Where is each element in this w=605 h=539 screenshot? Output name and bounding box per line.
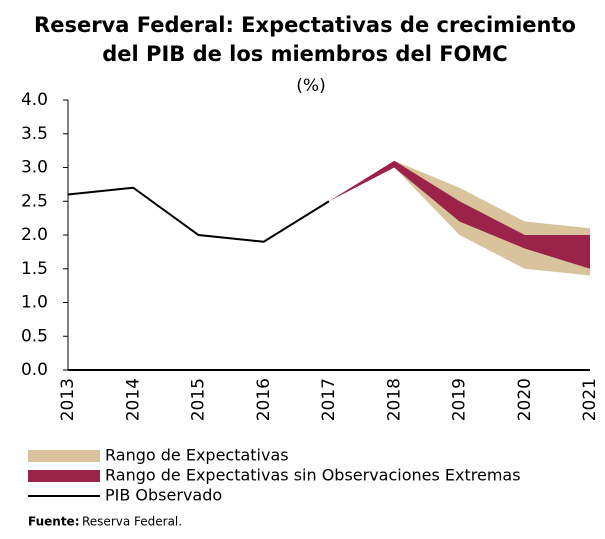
x-tick-label: 2013 [58,378,78,421]
source-text: Reserva Federal. [82,515,182,529]
x-tick-label: 2019 [450,378,470,421]
x-tick-label: 2014 [123,378,143,421]
x-tick-label: 2021 [580,378,600,421]
x-tick-label: 2018 [384,378,404,421]
legend-swatch [28,450,100,462]
x-tick-label: 2020 [515,378,535,421]
chart-title: del PIB de los miembros del FOMC [102,42,507,66]
y-tick-label: 1.0 [21,293,48,313]
range-area [329,160,590,269]
x-tick-label: 2016 [254,378,274,421]
legend-swatch [28,470,100,482]
x-tick-label: 2015 [189,378,209,421]
line [67,186,330,243]
y-tick-label: 2.5 [21,191,48,211]
x-tick-label: 2017 [319,378,339,421]
chart-title: Reserva Federal: Expectativas de crecimi… [34,13,576,37]
y-tick-label: 1.5 [21,259,48,279]
chart-subtitle: (%) [296,76,325,96]
y-tick-label: 3.0 [21,158,48,178]
y-tick-label: 3.5 [21,124,48,144]
legend-label: Rango de Expectativas sin Observaciones … [105,466,521,485]
source-label: Fuente: [28,515,80,529]
legend-label: Rango de Expectativas [105,446,289,465]
y-tick-label: 2.0 [21,225,48,245]
y-tick-label: 0.0 [21,360,48,380]
y-tick-label: 0.5 [21,326,48,346]
legend-label: PIB Observado [105,486,222,505]
y-tick-label: 4.0 [21,90,48,110]
